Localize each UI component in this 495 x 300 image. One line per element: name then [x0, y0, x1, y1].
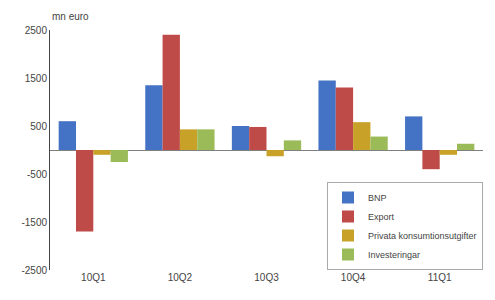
- svg-text:500: 500: [30, 121, 47, 132]
- svg-text:Export: Export: [368, 212, 395, 222]
- svg-text:Investeringar: Investeringar: [368, 250, 420, 260]
- svg-text:10Q3: 10Q3: [254, 272, 279, 283]
- svg-text:10Q4: 10Q4: [341, 272, 366, 283]
- svg-text:Privata konsumtionsutgifter: Privata konsumtionsutgifter: [368, 231, 477, 241]
- svg-text:-1500: -1500: [21, 217, 47, 228]
- svg-text:mn euro: mn euro: [52, 11, 89, 22]
- svg-text:-2500: -2500: [21, 265, 47, 276]
- svg-text:11Q1: 11Q1: [428, 272, 452, 283]
- svg-text:10Q2: 10Q2: [168, 272, 193, 283]
- svg-text:-500: -500: [27, 169, 47, 180]
- svg-text:BNP: BNP: [368, 193, 387, 203]
- svg-text:10Q1: 10Q1: [81, 272, 106, 283]
- svg-text:2500: 2500: [25, 25, 48, 36]
- svg-text:1500: 1500: [25, 73, 48, 84]
